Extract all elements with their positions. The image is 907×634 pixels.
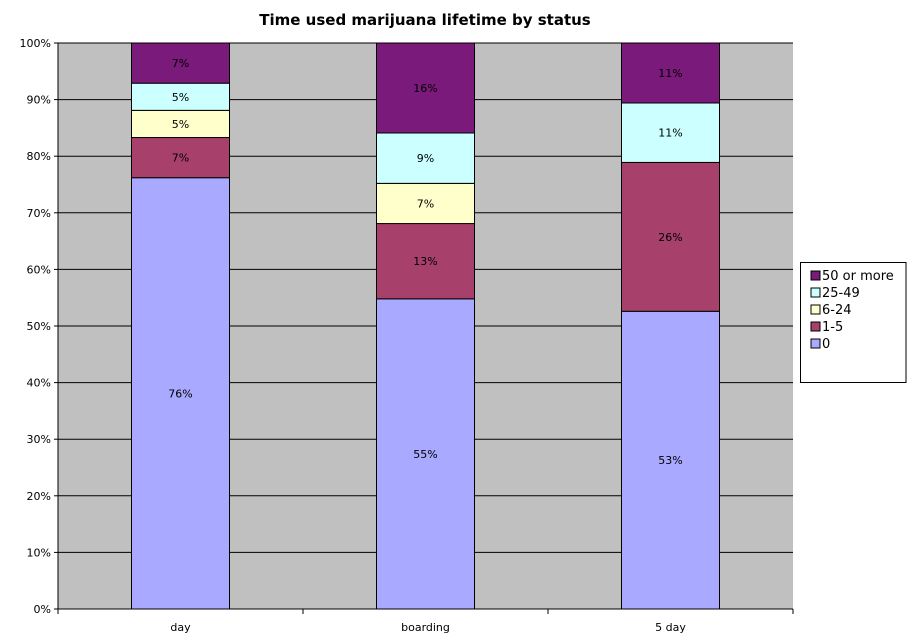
data-label: 5%: [172, 91, 189, 104]
data-label: 16%: [413, 82, 437, 95]
legend-swatch: [810, 304, 821, 315]
y-tick-label: 100%: [20, 37, 51, 50]
legend-item-label: 0: [822, 337, 830, 352]
data-label: 7%: [172, 152, 189, 165]
bar-segment: [131, 177, 230, 610]
bar-segment: [376, 132, 475, 184]
bar-segment: [621, 42, 720, 104]
y-tick-label: 50%: [27, 320, 51, 333]
data-label: 9%: [417, 152, 434, 165]
data-label: 11%: [658, 127, 682, 140]
bar-segment: [621, 161, 720, 312]
legend-item-label: 6-24: [822, 303, 852, 318]
bar-segment: [376, 42, 475, 134]
y-tick-label: 30%: [27, 433, 51, 446]
bar-segment: [131, 42, 230, 84]
legend-swatch: [810, 270, 821, 281]
bar-segment: [621, 310, 720, 610]
y-tick-label: 10%: [27, 546, 51, 559]
data-label: 55%: [413, 448, 437, 461]
legend-swatch: [810, 287, 821, 298]
y-tick-label: 60%: [27, 263, 51, 276]
x-tick-label: day: [170, 621, 191, 634]
y-tick-label: 90%: [27, 94, 51, 107]
chart-title: Time used marijuana lifetime by status: [259, 11, 591, 29]
data-label: 76%: [168, 387, 192, 400]
y-tick-label: 0%: [34, 603, 51, 616]
x-tick-label: boarding: [401, 621, 450, 634]
data-label: 26%: [658, 231, 682, 244]
bar-segment: [131, 137, 230, 179]
data-label: 13%: [413, 255, 437, 268]
data-label: 7%: [417, 197, 434, 210]
legend: 50 or more 25-49 6-24 1-5 0: [800, 262, 907, 383]
y-tick-label: 20%: [27, 490, 51, 503]
legend-item-label: 25-49: [822, 286, 860, 301]
bar-segment: [376, 298, 475, 610]
data-label: 11%: [658, 67, 682, 80]
plot-area: 0% 10% 20% 30% 40% 50% 60% 70% 80% 90% 100% 76% 7% 5%…: [20, 37, 794, 634]
y-tick-label: 40%: [27, 377, 51, 390]
bar-segment: [376, 223, 475, 300]
x-tick-label: 5 day: [655, 621, 686, 634]
legend-item-label: 50 or more: [822, 269, 894, 284]
legend-swatch: [810, 338, 821, 349]
data-label: 53%: [658, 454, 682, 467]
y-tick-label: 80%: [27, 150, 51, 163]
bar-segment: [131, 109, 230, 139]
legend-item-label: 1-5: [822, 320, 843, 335]
y-tick-label: 70%: [27, 207, 51, 220]
legend-swatch: [810, 321, 821, 332]
data-label: 5%: [172, 118, 189, 131]
data-label: 7%: [172, 57, 189, 70]
